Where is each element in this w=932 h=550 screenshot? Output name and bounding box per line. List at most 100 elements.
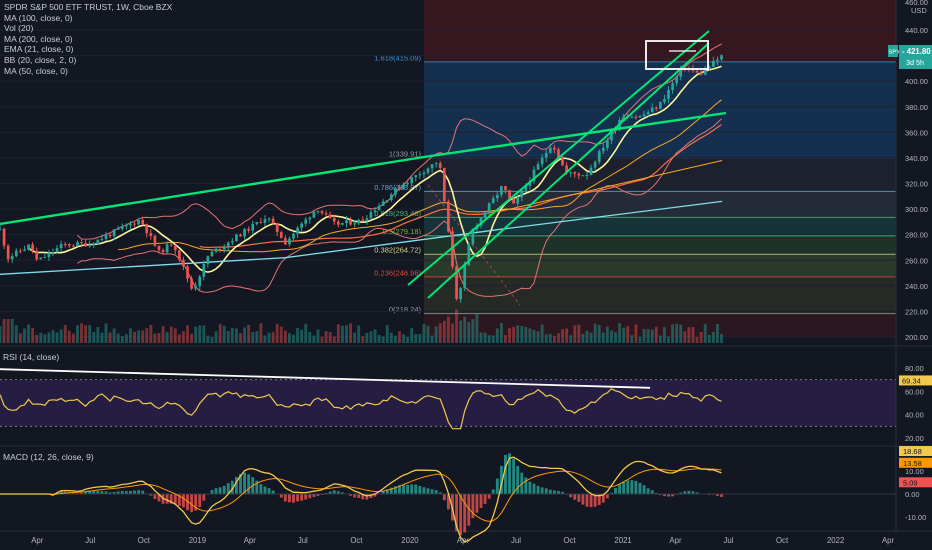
candle-body bbox=[210, 251, 214, 257]
candle-body bbox=[88, 244, 92, 247]
macd-hist-bar bbox=[430, 489, 434, 494]
candle-body bbox=[182, 259, 185, 267]
macd-hist-bar bbox=[516, 465, 520, 494]
volume-bar bbox=[422, 323, 426, 343]
candle-body bbox=[47, 252, 51, 258]
time-tick-label: 2022 bbox=[827, 536, 844, 545]
legend-vol[interactable]: Vol (20) bbox=[4, 23, 34, 34]
candle-body bbox=[597, 151, 601, 163]
volume-bar bbox=[691, 327, 695, 343]
macd-hist-bar bbox=[601, 494, 605, 503]
price-tick-label: 380.00 bbox=[905, 103, 928, 112]
volume-bar bbox=[687, 327, 691, 343]
macd-hist-bar bbox=[508, 453, 511, 494]
macd-hist-bar bbox=[610, 492, 613, 494]
volume-bar bbox=[675, 323, 679, 343]
macd-badge-value: 18.68 bbox=[903, 447, 922, 456]
candle-body bbox=[671, 83, 674, 90]
candle-body bbox=[296, 227, 299, 234]
candle-body bbox=[455, 266, 458, 300]
macd-hist-bar bbox=[312, 494, 316, 497]
legend-ma200[interactable]: MA (200, close, 0) bbox=[4, 33, 73, 44]
macd-hist-bar bbox=[438, 492, 442, 494]
candle-body bbox=[561, 158, 564, 166]
candle-body bbox=[402, 184, 405, 189]
volume-bar bbox=[324, 331, 328, 343]
legend-ema21[interactable]: EMA (21, close, 0) bbox=[4, 44, 74, 55]
candle-body bbox=[312, 211, 316, 218]
volume-bar bbox=[116, 333, 120, 343]
candle-body bbox=[381, 201, 385, 206]
price-badge-symbol: SPY bbox=[889, 50, 901, 56]
volume-bar bbox=[634, 324, 638, 343]
macd-hist-bar bbox=[720, 494, 723, 497]
candle-body bbox=[438, 163, 442, 168]
candle-body bbox=[720, 55, 723, 60]
macd-line bbox=[0, 456, 722, 543]
macd-label[interactable]: MACD (12, 26, close, 9) bbox=[3, 452, 94, 462]
volume-bar bbox=[129, 328, 132, 343]
candle-body bbox=[695, 70, 699, 73]
macd-hist-bar bbox=[532, 483, 536, 494]
macd-hist-bar bbox=[267, 488, 271, 494]
candle-body bbox=[239, 234, 242, 237]
macd-hist-bar bbox=[296, 494, 299, 502]
macd-hist-bar bbox=[622, 481, 626, 494]
volume-bar bbox=[414, 333, 418, 343]
volume-bar bbox=[508, 328, 511, 343]
volume-bar bbox=[406, 336, 410, 343]
volume-bar bbox=[544, 334, 548, 343]
volume-bar bbox=[671, 324, 675, 343]
rsi-badge bbox=[899, 375, 932, 386]
candle-body bbox=[55, 248, 59, 252]
volume-bar bbox=[194, 326, 198, 343]
macd-hist-bar bbox=[279, 494, 283, 498]
macd-hist-bar bbox=[626, 480, 630, 494]
candle-body bbox=[548, 147, 552, 153]
volume-bar bbox=[569, 335, 573, 343]
volume-bar bbox=[296, 327, 299, 343]
macd-hist-bar bbox=[585, 494, 589, 507]
volume-bar bbox=[173, 328, 177, 343]
volume-bar bbox=[593, 323, 597, 343]
volume-bar bbox=[475, 313, 479, 343]
volume-bar bbox=[455, 309, 458, 343]
candle-body bbox=[104, 235, 108, 239]
volume-bar bbox=[357, 325, 361, 343]
candle-body bbox=[622, 116, 626, 121]
volume-bar bbox=[495, 328, 499, 343]
macd-hist-bar bbox=[129, 490, 132, 494]
volume-bar bbox=[51, 330, 55, 343]
candle-body bbox=[679, 68, 683, 77]
legend-ma100[interactable]: MA (100, close, 0) bbox=[4, 12, 73, 23]
macd-hist-bar bbox=[418, 485, 422, 494]
legend-bb[interactable]: BB (20, close, 2, 0) bbox=[4, 54, 77, 65]
volume-bar bbox=[177, 334, 181, 343]
rsi-label[interactable]: RSI (14, close) bbox=[3, 352, 60, 362]
time-tick-label: 2020 bbox=[401, 536, 419, 545]
candle-body bbox=[385, 200, 389, 202]
volume-bar bbox=[610, 330, 613, 343]
symbol-title[interactable]: SPDR S&P 500 ETF TRUST, 1W, Cboe BZX bbox=[4, 2, 173, 12]
volume-bar bbox=[349, 323, 352, 343]
candle-body bbox=[553, 147, 556, 150]
volume-bar bbox=[720, 333, 723, 343]
legend-ma50[interactable]: MA (50, close, 0) bbox=[4, 65, 68, 76]
volume-bar bbox=[491, 335, 495, 343]
candle-body bbox=[116, 228, 120, 230]
macd-hist-bar bbox=[357, 494, 361, 499]
macd-badge bbox=[899, 477, 932, 488]
volume-bar bbox=[247, 324, 251, 343]
candle-body bbox=[377, 205, 381, 211]
candle-body bbox=[654, 107, 658, 109]
price-tick-label: 260.00 bbox=[905, 256, 928, 265]
macd-hist-bar bbox=[271, 490, 275, 494]
fib-label: 0.236(246.96) bbox=[374, 268, 421, 277]
candle-body bbox=[259, 222, 263, 224]
time-tick-label: Oct bbox=[776, 536, 789, 545]
candle-body bbox=[442, 167, 446, 202]
volume-bar bbox=[597, 324, 601, 343]
macd-hist-bar bbox=[381, 491, 385, 494]
ma200-line bbox=[0, 200, 723, 275]
